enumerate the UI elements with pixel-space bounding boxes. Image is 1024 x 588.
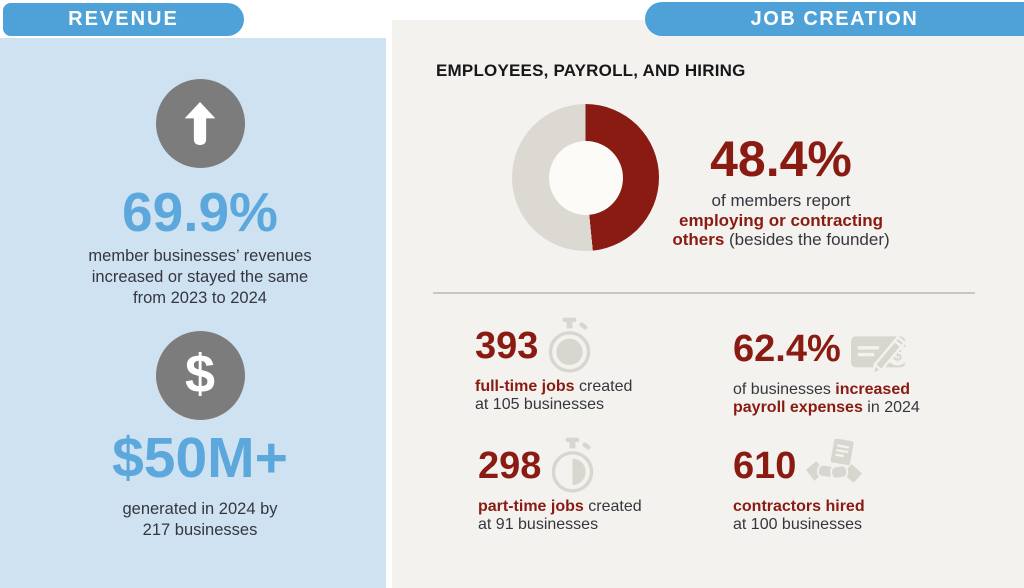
- stat-caption: contractors hired at 100 businesses: [733, 498, 1023, 534]
- stat-caption: full-time jobs created at 105 businesses: [475, 378, 765, 414]
- donut-chart: [512, 104, 659, 251]
- stat-value: 610: [733, 445, 797, 487]
- revenue-dollar-circle: $: [14, 331, 386, 420]
- dollar-glyph: $: [184, 343, 216, 404]
- caption-line: at 105 businesses: [475, 396, 604, 414]
- stat-row: 62.4% $: [733, 320, 1023, 378]
- caption-line: of members report: [711, 191, 851, 210]
- revenue-banner: REVENUE: [3, 3, 244, 36]
- stat-row: 610: [733, 437, 1023, 495]
- stat-row: 393: [475, 317, 765, 375]
- revenue-banner-label: REVENUE: [68, 8, 179, 30]
- svg-text:$: $: [893, 347, 902, 365]
- job-creation-banner: JOB CREATION: [645, 2, 1024, 36]
- caption-line: full-time jobs created: [475, 378, 633, 395]
- handshake-contract-icon: [806, 439, 863, 483]
- employment-fact-caption: of members report employing or contracti…: [626, 191, 936, 250]
- caption-line: member businesses’ revenues: [88, 247, 312, 265]
- stat-row: 298: [478, 437, 768, 495]
- caption-line: increased or stayed the same: [91, 267, 309, 286]
- caption-line: at 100 businesses: [733, 516, 862, 534]
- caption-line: from 2023 to 2024: [133, 288, 267, 307]
- section-divider: [433, 292, 975, 294]
- revenue-growth-caption: member businesses’ revenues increased or…: [14, 246, 386, 309]
- stat-value: 62.4%: [733, 328, 841, 370]
- caption-line: at 91 businesses: [478, 516, 599, 534]
- revenue-growth-value: 69.9%: [122, 181, 278, 243]
- caption-line: contractors hired: [733, 498, 865, 515]
- stat-caption: of businesses increased payroll expenses…: [733, 381, 1023, 417]
- dollar-icon: $: [155, 331, 245, 420]
- caption-line: employing or contracting: [678, 210, 884, 230]
- stat-caption: part-time jobs created at 91 businesses: [478, 498, 768, 534]
- job-creation-banner-label: JOB CREATION: [750, 7, 919, 30]
- employment-fact-value: 48.4%: [710, 131, 852, 187]
- section-heading: EMPLOYEES, PAYROLL, AND HIRING: [436, 61, 746, 80]
- stat-value: 393: [475, 325, 539, 367]
- revenue-arrow-circle: [14, 79, 386, 168]
- stat-part-time-jobs: 298 part-time jobs created at 91 busines…: [478, 437, 768, 534]
- stopwatch-half-icon: [552, 437, 594, 493]
- caption-line: of businesses increased: [733, 381, 910, 398]
- caption-line: payroll expenses in 2024: [733, 399, 920, 417]
- stopwatch-full-icon: [549, 317, 591, 373]
- caption-line: others (besides the founder): [672, 230, 890, 250]
- check-writing-icon: $: [850, 335, 908, 374]
- revenue-total-caption: generated in 2024 by 217 businesses: [14, 499, 386, 541]
- stat-payroll-expenses: 62.4% $ of businesses increased payroll …: [733, 320, 1023, 417]
- donut-hole: [548, 140, 623, 215]
- stat-value: 298: [478, 445, 542, 487]
- up-arrow-icon: [155, 79, 245, 168]
- job-creation-panel: [392, 20, 1024, 588]
- employment-fact: 48.4% of members report employing or con…: [626, 134, 936, 250]
- caption-line: generated in 2024 by: [122, 500, 278, 518]
- stat-full-time-jobs: 393 full-time jobs created at 105 busine…: [475, 317, 765, 414]
- revenue-total-value: $50M+: [112, 426, 288, 490]
- caption-line: 217 businesses: [142, 520, 258, 539]
- stat-contractors-hired: 610 contractors hired at 100 businesses: [733, 437, 1023, 534]
- caption-line: part-time jobs created: [478, 498, 642, 515]
